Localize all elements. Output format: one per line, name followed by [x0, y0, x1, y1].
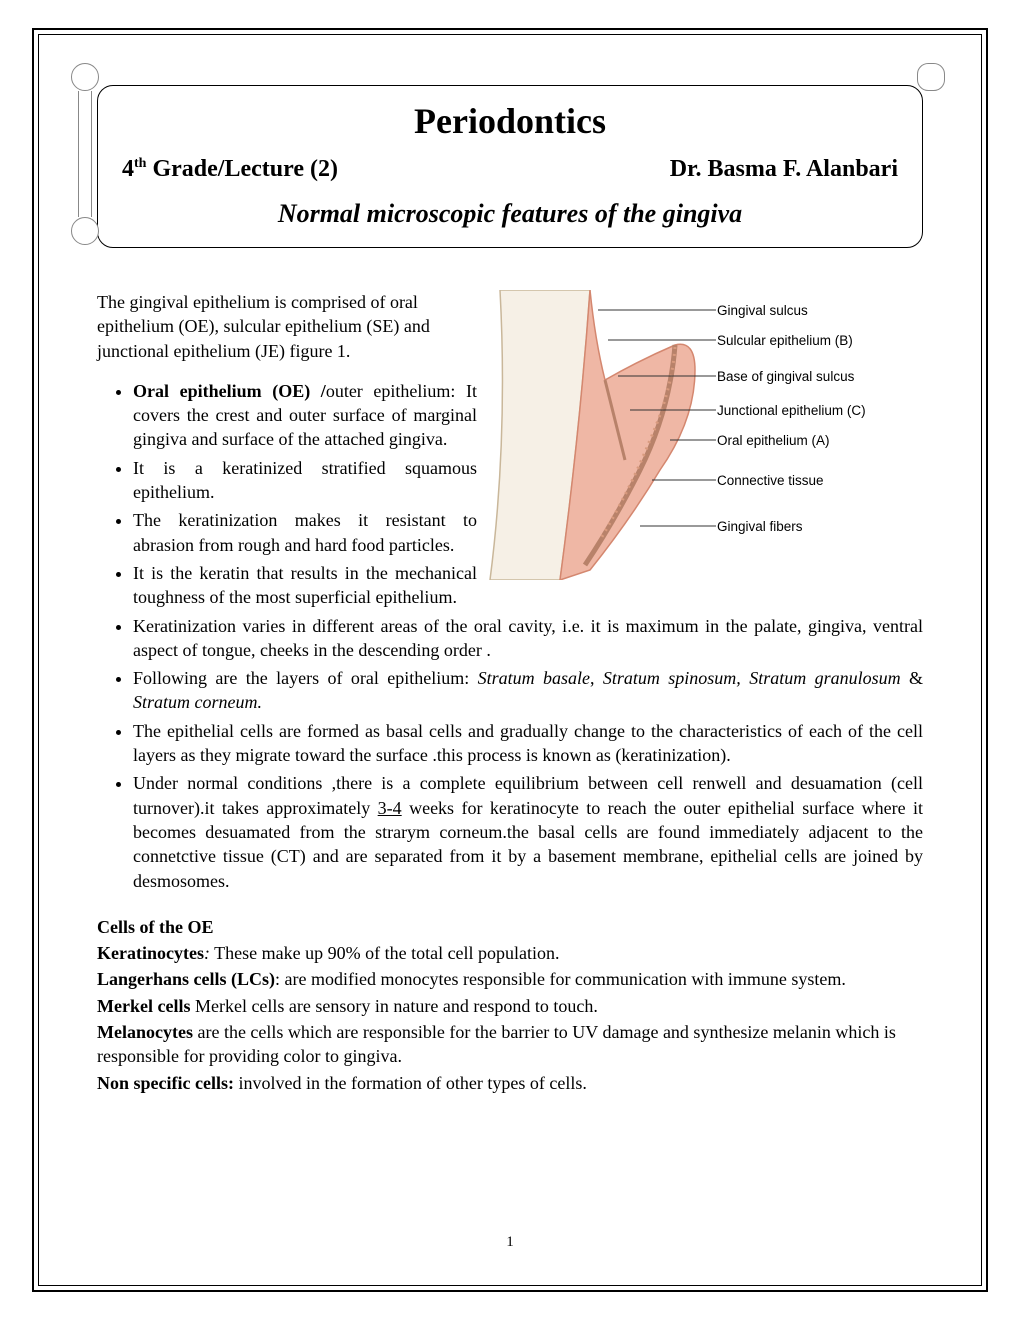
cell-line: Merkel cells Merkel cells are sensory in…	[97, 994, 923, 1018]
figure-label: Junctional epithelium (C)	[717, 402, 866, 420]
cells-section: Cells of the OE Keratinocytes: These mak…	[97, 915, 923, 1095]
figure-label: Base of gingival sulcus	[717, 368, 854, 386]
scroll-decor-right	[917, 63, 945, 91]
gingiva-figure: Gingival sulcus Sulcular epithelium (B) Ba…	[487, 290, 923, 580]
bullet-item: Following are the layers of oral epithel…	[133, 666, 923, 715]
bullet-item: Oral epithelium (OE) /outer epithelium: …	[133, 379, 477, 452]
grade-lecture: 4th Grade/Lecture (2)	[122, 156, 338, 183]
figure-label: Connective tissue	[717, 472, 824, 490]
main-title: Periodontics	[122, 100, 898, 142]
figure-label: Sulcular epithelium (B)	[717, 332, 853, 350]
content-area: The gingival epithelium is comprised of …	[97, 290, 923, 1095]
bullet-list-wide: Keratinization varies in different areas…	[97, 614, 923, 893]
figure-label: Gingival sulcus	[717, 302, 808, 320]
subtitle: Normal microscopic features of the gingi…	[122, 199, 898, 229]
title-box: Periodontics 4th Grade/Lecture (2) Dr. B…	[97, 85, 923, 248]
cell-line: Keratinocytes: These make up 90% of the …	[97, 941, 923, 965]
page-frame: Periodontics 4th Grade/Lecture (2) Dr. B…	[38, 34, 982, 1286]
bullet-item: It is a keratinized stratified squamous …	[133, 456, 477, 505]
title-row2: 4th Grade/Lecture (2) Dr. Basma F. Alanb…	[122, 156, 898, 183]
cells-heading: Cells of the OE	[97, 915, 923, 939]
cells-items: Keratinocytes: These make up 90% of the …	[97, 941, 923, 1095]
figure-label: Oral epithelium (A)	[717, 432, 830, 450]
bullet-item: It is the keratin that results in the me…	[133, 561, 477, 610]
bullet-item: The keratinization makes it resistant to…	[133, 508, 477, 557]
title-box-wrap: Periodontics 4th Grade/Lecture (2) Dr. B…	[97, 85, 923, 248]
gingiva-svg	[487, 290, 923, 580]
bullet-item: Keratinization varies in different areas…	[133, 614, 923, 663]
intro-row: The gingival epithelium is comprised of …	[97, 290, 923, 614]
bullet-item: Under normal conditions ,there is a comp…	[133, 771, 923, 892]
intro-text-col: The gingival epithelium is comprised of …	[97, 290, 477, 614]
author: Dr. Basma F. Alanbari	[670, 156, 898, 183]
bullet-item: The epithelial cells are formed as basal…	[133, 719, 923, 768]
cell-line: Non specific cells: involved in the form…	[97, 1071, 923, 1095]
cell-line: Melanocytes are the cells which are resp…	[97, 1020, 923, 1069]
bullet-list-narrow: Oral epithelium (OE) /outer epithelium: …	[97, 379, 477, 610]
figure-label: Gingival fibers	[717, 518, 803, 536]
intro-paragraph: The gingival epithelium is comprised of …	[97, 290, 477, 363]
cell-line: Langerhans cells (LCs): are modified mon…	[97, 967, 923, 991]
page-number: 1	[39, 1234, 981, 1251]
scroll-decor-left	[71, 63, 101, 243]
